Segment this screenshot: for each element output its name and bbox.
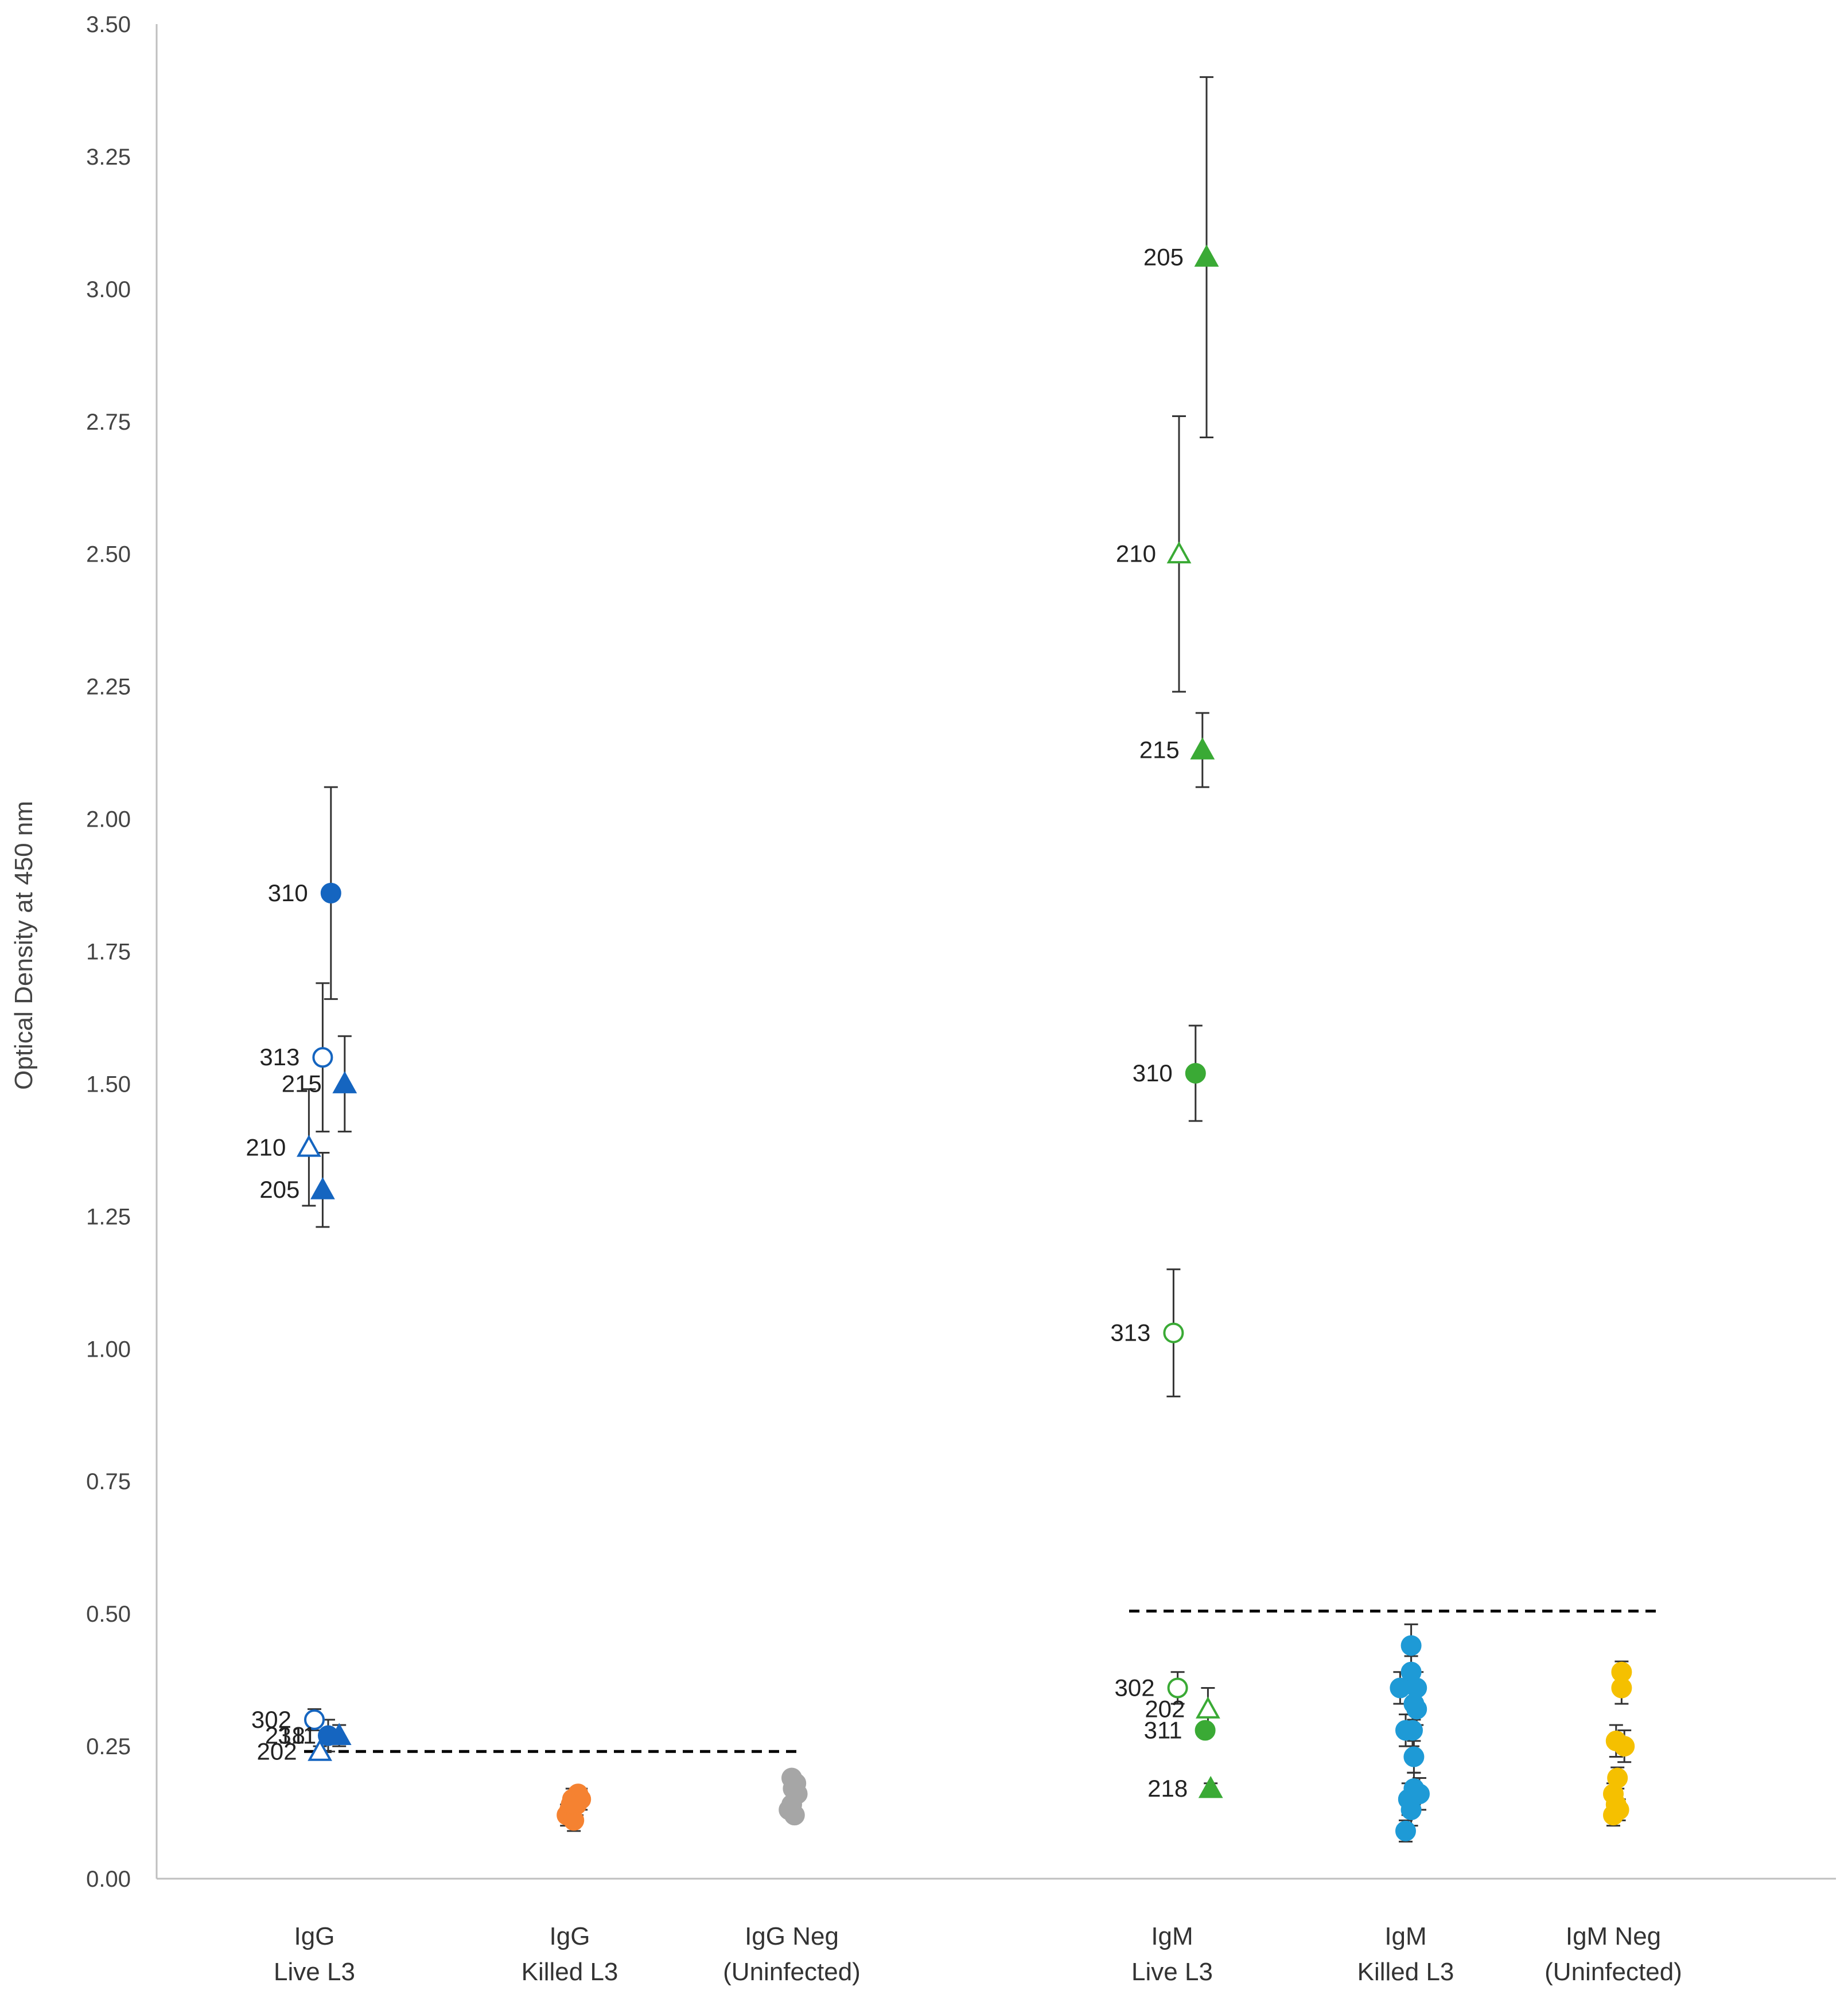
y-tick-label: 1.50 xyxy=(86,1072,131,1097)
data-point xyxy=(1400,1635,1422,1656)
data-point xyxy=(312,1047,333,1068)
data-point xyxy=(304,1709,325,1730)
point-label: 210 xyxy=(1116,540,1156,567)
data-point xyxy=(1400,1799,1422,1820)
data-point xyxy=(297,1135,321,1157)
y-tick-label: 1.75 xyxy=(86,940,131,965)
y-tick-label: 0.50 xyxy=(86,1602,131,1627)
data-point xyxy=(1390,1677,1411,1699)
category-label: Killed L3 xyxy=(1357,1958,1454,1986)
data-point xyxy=(1185,1062,1206,1084)
data-point xyxy=(1194,244,1219,267)
category-label: IgM Neg xyxy=(1566,1922,1661,1950)
y-tick-label: 2.00 xyxy=(86,807,131,832)
data-point xyxy=(1163,1322,1184,1343)
category-label: IgG xyxy=(294,1922,335,1950)
category-label: (Uninfected) xyxy=(723,1958,861,1986)
data-point xyxy=(1402,1720,1423,1741)
point-label: 302 xyxy=(251,1706,291,1733)
data-point xyxy=(561,1794,582,1815)
data-point xyxy=(781,1794,802,1815)
y-tick-label: 3.50 xyxy=(86,12,131,37)
point-label: 205 xyxy=(1143,243,1184,270)
category-labels: IgG Live L3 IgG Killed L3 IgG Neg (Uninfected… xyxy=(274,1922,1682,1986)
data-point xyxy=(1166,541,1192,564)
data-point xyxy=(320,882,341,903)
y-tick-label: 0.00 xyxy=(86,1867,131,1892)
data-point xyxy=(310,1177,335,1199)
point-label: 310 xyxy=(268,879,308,906)
point-label: 202 xyxy=(257,1738,297,1765)
category-label: IgG xyxy=(550,1922,590,1950)
data-point xyxy=(1190,737,1215,760)
cutoff-lines xyxy=(304,1610,1661,1753)
data-point xyxy=(1406,1699,1427,1720)
y-tick-label: 2.50 xyxy=(86,542,131,567)
category-label: IgM xyxy=(1151,1922,1193,1950)
point-label: 313 xyxy=(259,1043,299,1070)
data-point xyxy=(1603,1805,1624,1826)
y-tick-label: 0.25 xyxy=(86,1734,131,1759)
data-point xyxy=(1198,1775,1223,1798)
category-label: Killed L3 xyxy=(522,1958,618,1986)
category-label: Live L3 xyxy=(274,1958,355,1986)
point-label: 205 xyxy=(259,1176,299,1203)
point-label: 311 xyxy=(278,1722,316,1749)
data-point xyxy=(308,1739,332,1761)
point-label: 311 xyxy=(1144,1716,1182,1743)
point-label: 215 xyxy=(1139,736,1180,763)
point-labels: 3103132152102053022183112022052102153103… xyxy=(246,243,1188,1802)
data-point xyxy=(1167,1677,1188,1699)
point-label: 210 xyxy=(246,1134,286,1160)
data-point xyxy=(1403,1746,1425,1767)
y-tick-label: 3.00 xyxy=(86,277,131,302)
y-tick-label: 2.75 xyxy=(86,410,131,435)
data-point xyxy=(326,1723,352,1745)
data-point xyxy=(332,1071,357,1093)
y-tick-label: 1.00 xyxy=(86,1337,131,1362)
data-point xyxy=(1395,1820,1416,1841)
y-axis-title: Optical Density at 450 nm xyxy=(10,801,38,1090)
y-tick-label: 1.25 xyxy=(86,1204,131,1229)
category-label: IgG Neg xyxy=(745,1922,839,1950)
point-label: 310 xyxy=(1133,1060,1173,1086)
category-label: IgM xyxy=(1384,1922,1426,1950)
data-point xyxy=(1196,1696,1220,1719)
point-label: 218 xyxy=(265,1722,305,1749)
y-tick-label: 2.25 xyxy=(86,675,131,700)
category-label: (Uninfected) xyxy=(1544,1958,1682,1986)
point-label: 202 xyxy=(1145,1695,1185,1722)
y-tick-label: 0.75 xyxy=(86,1469,131,1494)
point-label: 302 xyxy=(1115,1674,1155,1701)
point-label: 218 xyxy=(1147,1775,1188,1802)
error-bars xyxy=(302,76,1632,1843)
data-point xyxy=(1611,1677,1632,1699)
data-point xyxy=(1195,1720,1216,1741)
y-tick-label: 3.25 xyxy=(86,145,131,170)
point-label: 313 xyxy=(1110,1319,1150,1346)
data-point xyxy=(1614,1736,1635,1757)
axes: 0.00 0.25 0.50 0.75 1.00 1.25 1.50 1.75 2.00 2.25… xyxy=(86,12,1836,1892)
category-label: Live L3 xyxy=(1131,1958,1213,1986)
point-label: 215 xyxy=(282,1070,322,1097)
data-points xyxy=(297,244,1635,1841)
